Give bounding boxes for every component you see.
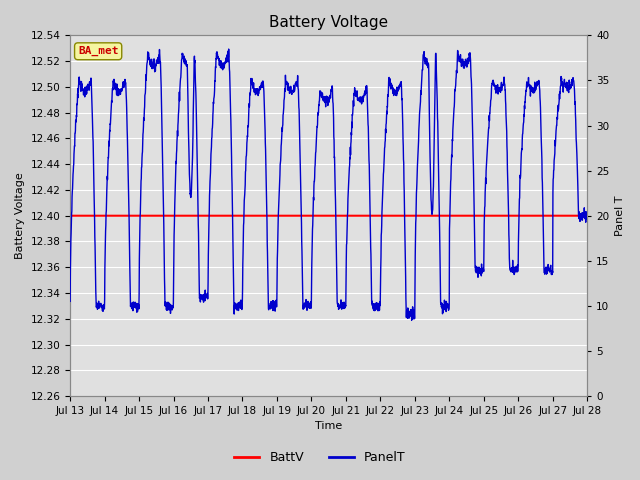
Y-axis label: Panel T: Panel T bbox=[615, 195, 625, 236]
X-axis label: Time: Time bbox=[315, 421, 342, 432]
Text: BA_met: BA_met bbox=[78, 46, 118, 56]
Y-axis label: Battery Voltage: Battery Voltage bbox=[15, 172, 25, 259]
Legend: BattV, PanelT: BattV, PanelT bbox=[229, 446, 411, 469]
Title: Battery Voltage: Battery Voltage bbox=[269, 15, 388, 30]
